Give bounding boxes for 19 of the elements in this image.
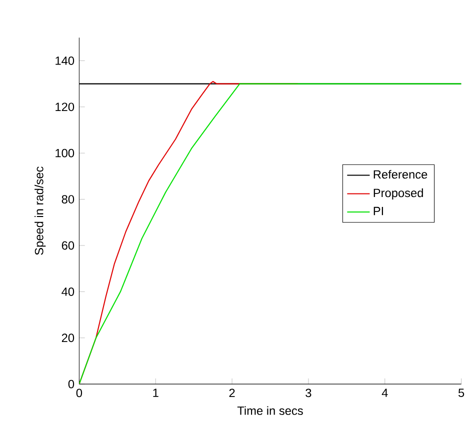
x-axis-title: Time in secs (237, 406, 303, 416)
y-tick-label: 80 (62, 195, 74, 204)
x-tick-label: 1 (153, 388, 158, 398)
legend-label: PI (374, 207, 384, 216)
x-tick-label: 4 (382, 388, 388, 398)
y-tick-label: 0 (68, 380, 74, 389)
x-tick-label: 0 (76, 388, 82, 398)
x-tick-label: 5 (458, 388, 464, 398)
y-tick-label: 20 (62, 334, 74, 342)
legend-label: Proposed (374, 188, 423, 200)
legend-label: Reference (374, 170, 428, 179)
x-tick-label: 3 (306, 388, 312, 398)
y-tick-label: 120 (56, 102, 74, 112)
y-axis-title: Speed in rad/sec (34, 166, 46, 256)
y-tick-label: 40 (62, 288, 74, 296)
y-tick-label: 60 (62, 242, 74, 250)
y-tick-label: 100 (56, 149, 74, 158)
x-tick-label: 2 (229, 388, 235, 398)
y-tick-label: 140 (56, 56, 74, 66)
